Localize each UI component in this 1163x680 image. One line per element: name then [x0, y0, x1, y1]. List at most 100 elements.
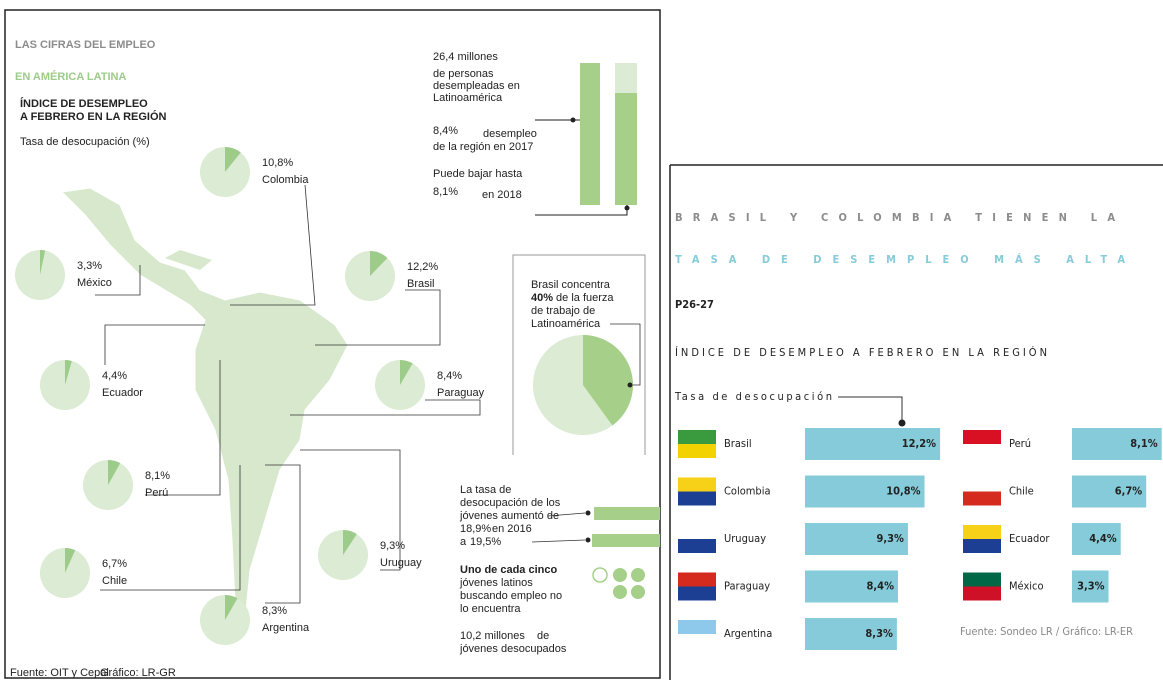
flag [678, 444, 716, 458]
flag [963, 491, 1001, 506]
flag [678, 586, 716, 601]
stat-note: de [537, 630, 549, 642]
icon [613, 585, 627, 599]
deco-bar [580, 63, 600, 205]
note: de la fuerza [556, 292, 614, 304]
country-label: Colombia [724, 485, 771, 498]
value-label: 8,4% [867, 580, 895, 593]
stat-note: Uno de cada cinco [460, 564, 557, 576]
value-label: 3,3% [77, 260, 102, 272]
note: 40% de la fuerza [531, 292, 614, 304]
pie-slice [65, 548, 76, 573]
value-label: 8,4% [437, 370, 462, 382]
text: desocupación de los [460, 497, 561, 509]
note: Brasil concentra [531, 279, 611, 291]
country-label: Brasil [724, 437, 752, 450]
pie-slice [40, 250, 46, 275]
axis-label: Tasa de desocupación (%) [20, 136, 150, 148]
bar [805, 618, 897, 650]
leader [300, 449, 401, 571]
source: Fuente: OIT y Cepal [10, 667, 109, 679]
note: Latinoamérica [531, 318, 601, 330]
stat-note: lo encuentra [460, 603, 521, 615]
bar [1072, 570, 1109, 603]
country-label: Uruguay [380, 557, 422, 569]
bar [805, 570, 898, 603]
leader [290, 399, 481, 416]
value-label: 8,1% [145, 470, 170, 482]
value-label: 12,2% [902, 437, 936, 450]
stat: 8,1% [433, 186, 458, 198]
leader [230, 184, 316, 306]
leader [315, 289, 441, 346]
icon [631, 568, 645, 582]
country-label: Paraguay [724, 580, 770, 593]
pie-slice [225, 595, 238, 620]
value-label: 10,8% [262, 157, 293, 169]
value-label: 4,4% [1089, 532, 1117, 545]
stat-note: desempleadas en [433, 80, 520, 92]
pie-slice [370, 251, 388, 276]
subtitle: EN AMÉRICA LATINA [15, 70, 126, 83]
deco-bar [615, 93, 637, 205]
leader [531, 539, 586, 543]
flag [678, 634, 716, 648]
pie-slice [583, 335, 634, 426]
dot [898, 419, 906, 427]
title: LAS CIFRAS DEL EMPLEO [15, 39, 156, 51]
country-label: México [77, 277, 112, 289]
leader [95, 265, 141, 296]
leader [610, 323, 641, 386]
dot [627, 382, 633, 388]
bar [594, 507, 660, 520]
stat-note: Puede bajar hasta [433, 168, 523, 180]
stat-note: desempleo [483, 128, 537, 140]
flag [963, 539, 1001, 553]
title: BRASIL Y COLOMBIA TIENEN LA [675, 211, 1115, 224]
pie-slice [400, 360, 413, 385]
country-label: Brasil [407, 278, 435, 290]
text: en 2016 [492, 523, 532, 535]
value-label: 3,3% [1077, 580, 1105, 593]
text: La tasa de [460, 484, 511, 496]
value-label: 9,3% [380, 540, 405, 552]
bar [1072, 475, 1147, 508]
right-panel [669, 164, 1163, 680]
flag [963, 444, 1001, 458]
value-label: 8,3% [865, 627, 893, 640]
dot [624, 205, 630, 211]
heading: ÍNDICE DE DESEMPLEO [20, 97, 148, 110]
pie-slice [108, 460, 121, 485]
country-label: Perú [1009, 437, 1031, 450]
stat-note: de personas [433, 68, 494, 80]
flag [963, 586, 1001, 601]
value-label: 18,9% [460, 523, 491, 535]
heading: ÍNDICE DE DESEMPLEO A FEBRERO EN LA REGI… [675, 346, 1047, 359]
bar [592, 534, 660, 547]
leader [547, 512, 586, 517]
pie-slice [225, 147, 241, 172]
stat-note: jóvenes latinos [459, 577, 533, 589]
country-label: Uruguay [724, 532, 766, 545]
value-label: 8,3% [262, 605, 287, 617]
bar [1072, 523, 1121, 555]
pie-slice [65, 360, 72, 385]
stat: 8,4% [433, 125, 458, 137]
country-label: Ecuador [102, 387, 143, 399]
stat: 26,4 millones [433, 51, 498, 63]
country-label: Argentina [724, 627, 772, 640]
heading: A FEBRERO EN LA REGIÓN [20, 110, 167, 123]
icon [592, 567, 608, 583]
value-label: 4,4% [102, 370, 127, 382]
leader [838, 396, 903, 420]
value-label: 9,3% [876, 532, 904, 545]
dot [585, 510, 591, 516]
flag [678, 539, 716, 553]
stat-note: de la región en 2017 [433, 141, 533, 153]
dot [570, 117, 576, 123]
country-label: Paraguay [437, 387, 485, 399]
code: P26-27 [675, 298, 714, 311]
credit: Gráfico: LR-GR [100, 667, 176, 679]
